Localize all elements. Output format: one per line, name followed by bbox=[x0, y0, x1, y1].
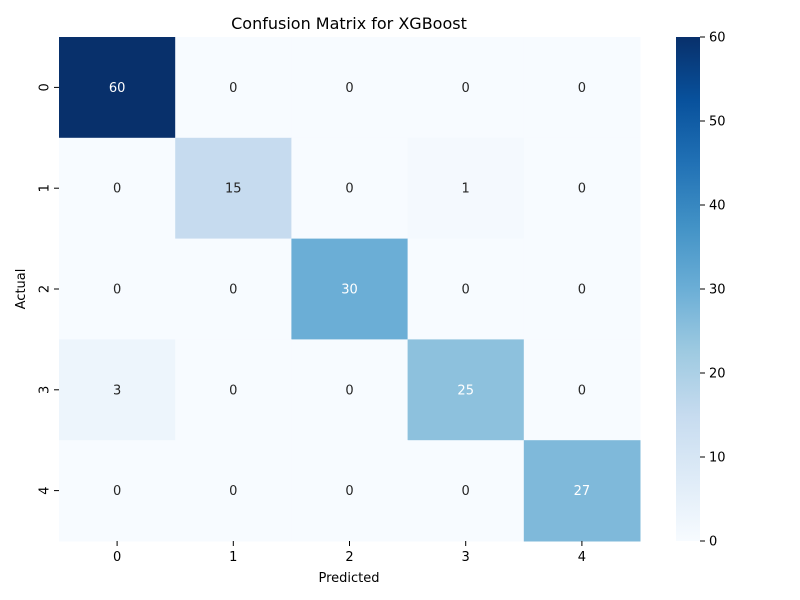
cell-value: 27 bbox=[574, 484, 591, 499]
y-tick-label: 4 bbox=[38, 486, 53, 494]
heatmap-cell bbox=[291, 37, 409, 139]
cell-value: 15 bbox=[225, 182, 242, 197]
cell-value: 25 bbox=[457, 383, 474, 398]
heatmap-cell bbox=[523, 339, 641, 441]
cell-value: 0 bbox=[345, 383, 353, 398]
cell-value: 0 bbox=[229, 484, 237, 499]
cell-value: 1 bbox=[462, 182, 470, 197]
heatmap-cell bbox=[59, 440, 176, 542]
y-tick-label: 1 bbox=[38, 184, 53, 192]
heatmap-cell bbox=[291, 137, 409, 240]
colorbar-tick-label: 40 bbox=[709, 199, 726, 214]
heatmap-cells bbox=[59, 37, 641, 542]
cell-value: 0 bbox=[578, 383, 586, 398]
cell-value: 0 bbox=[229, 81, 237, 96]
heatmap-cell bbox=[59, 238, 176, 340]
colorbar-tick-label: 30 bbox=[709, 283, 726, 298]
heatmap-cell bbox=[407, 137, 525, 240]
cell-value: 0 bbox=[578, 81, 586, 96]
heatmap-cell bbox=[59, 137, 176, 240]
heatmap-cell bbox=[291, 238, 409, 340]
colorbar-tick-label: 60 bbox=[709, 31, 726, 46]
heatmap-cell bbox=[175, 339, 292, 441]
colorbar-tick-label: 0 bbox=[709, 535, 717, 550]
heatmap-cell bbox=[175, 440, 292, 542]
x-tick-label: 3 bbox=[462, 550, 470, 565]
heatmap-cell bbox=[175, 37, 292, 139]
heatmap-cell bbox=[407, 339, 525, 441]
cell-value: 0 bbox=[113, 484, 121, 499]
cell-value: 0 bbox=[229, 283, 237, 298]
y-tick-label: 2 bbox=[38, 285, 53, 293]
colorbar-tick-label: 20 bbox=[709, 367, 726, 382]
x-tick-label: 1 bbox=[229, 550, 237, 565]
heatmap-cell bbox=[523, 440, 641, 542]
heatmap-cell bbox=[523, 37, 641, 139]
heatmap-cell bbox=[175, 238, 292, 340]
cell-value: 0 bbox=[462, 484, 470, 499]
heatmap-cell bbox=[407, 37, 525, 139]
y-axis-ticks: 0 1 2 3 4 bbox=[38, 83, 59, 495]
cell-value: 0 bbox=[578, 283, 586, 298]
x-axis-label: Predicted bbox=[318, 571, 379, 586]
colorbar-tick-label: 50 bbox=[709, 115, 726, 130]
colorbar-ticks: 0 10 20 30 40 50 60 bbox=[700, 31, 726, 550]
chart-title: Confusion Matrix for XGBoost bbox=[231, 14, 467, 33]
x-tick-label: 4 bbox=[578, 550, 586, 565]
cell-value: 0 bbox=[229, 383, 237, 398]
heatmap-cell bbox=[407, 440, 525, 542]
cell-value: 0 bbox=[113, 182, 121, 197]
x-tick-label: 0 bbox=[113, 550, 121, 565]
x-axis-ticks: 0 1 2 3 4 bbox=[113, 541, 586, 565]
cell-value: 0 bbox=[462, 81, 470, 96]
y-axis-label: Actual bbox=[14, 269, 29, 310]
x-tick-label: 2 bbox=[345, 550, 353, 565]
cell-value: 3 bbox=[113, 383, 121, 398]
cell-value: 0 bbox=[462, 283, 470, 298]
heatmap-cell bbox=[59, 339, 176, 441]
heatmap-cell bbox=[291, 339, 409, 441]
heatmap-cell bbox=[291, 440, 409, 542]
y-tick-label: 0 bbox=[38, 83, 53, 91]
cell-value: 0 bbox=[113, 283, 121, 298]
cell-value: 0 bbox=[345, 484, 353, 499]
heatmap-cell bbox=[523, 137, 641, 240]
cell-value: 60 bbox=[109, 81, 126, 96]
cell-value: 30 bbox=[341, 283, 358, 298]
heatmap-cell bbox=[59, 37, 176, 139]
cell-value: 0 bbox=[345, 182, 353, 197]
heatmap-cell bbox=[523, 238, 641, 340]
heatmap-cell bbox=[175, 137, 292, 240]
cell-annotations: 60 0 0 0 00 15 0 1 00 0 30 0 03 0 0 25 00 0 0 0 27 bbox=[109, 81, 590, 499]
colorbar bbox=[676, 37, 700, 541]
heatmap-cell bbox=[407, 238, 525, 340]
cell-value: 0 bbox=[345, 81, 353, 96]
colorbar-tick-label: 10 bbox=[709, 451, 726, 466]
y-tick-label: 3 bbox=[38, 386, 53, 394]
cell-value: 0 bbox=[578, 182, 586, 197]
